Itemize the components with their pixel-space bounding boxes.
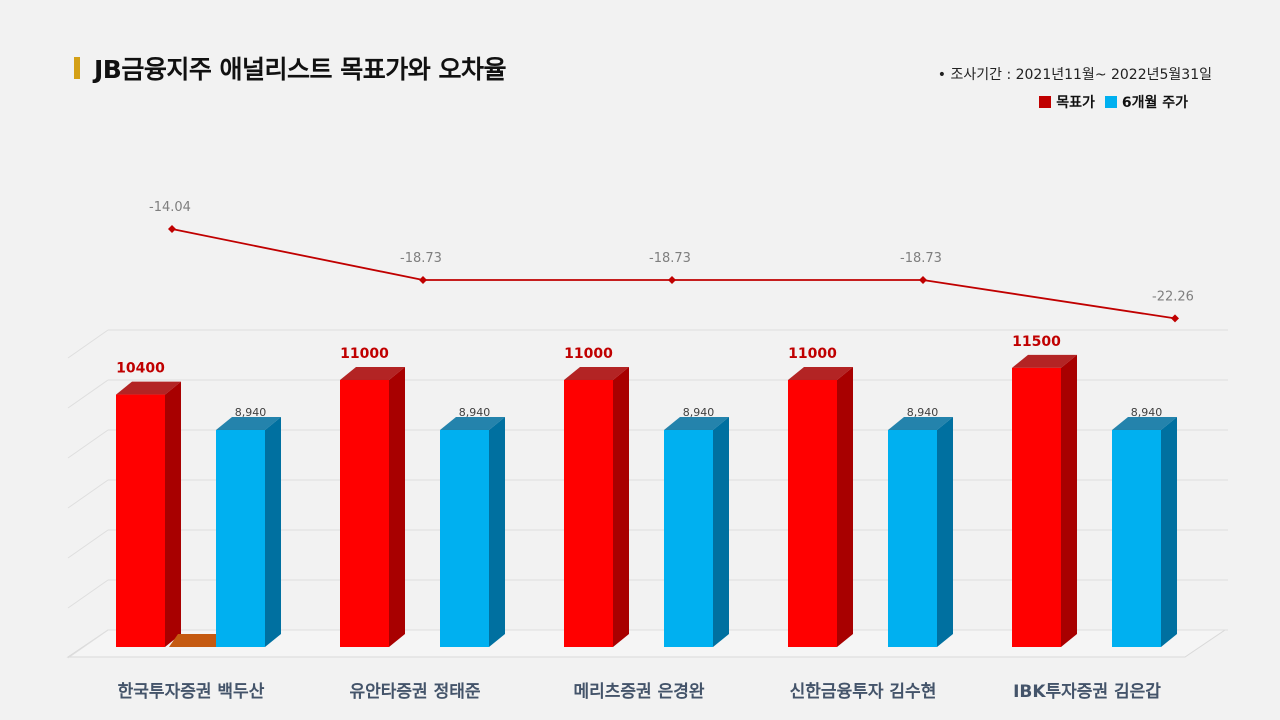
error-rate-marker <box>668 276 676 284</box>
bar-side <box>937 417 953 647</box>
bar-top <box>440 417 505 431</box>
error-rate-label: -22.26 <box>1152 289 1194 304</box>
bar-side <box>713 417 729 647</box>
bar-target <box>564 380 613 647</box>
legend-item-price: 6개월 주가 <box>1104 92 1188 112</box>
bar-top <box>340 367 405 380</box>
gridline-diagonal <box>67 529 109 559</box>
bar-top <box>664 417 729 431</box>
error-rate-label: -18.73 <box>900 251 942 266</box>
chart-title: JB금융지주 애널리스트 목표가와 오차율 <box>94 55 506 84</box>
gridline-diagonal <box>67 379 109 409</box>
bar-price <box>888 430 937 647</box>
gridline-diagonal <box>67 329 109 359</box>
bar-side <box>1161 417 1177 647</box>
bar-price <box>440 430 489 647</box>
bar-side <box>265 417 281 647</box>
bar-target <box>1012 367 1061 647</box>
data-label-price: 8,940 <box>683 406 715 419</box>
bar-side <box>389 367 405 647</box>
category-label: 유안타증권 정태준 <box>349 682 480 702</box>
legend-swatch-price <box>1104 96 1117 108</box>
bar-top <box>116 381 181 395</box>
error-rate-line <box>171 228 1176 320</box>
gridline-diagonal <box>67 579 109 609</box>
data-label-target: 11000 <box>564 346 613 362</box>
error-rate-marker <box>168 225 176 233</box>
legend-swatch-target <box>1039 96 1052 108</box>
gridline-diagonal <box>67 629 109 659</box>
category-label: 신한금융투자 김수현 <box>790 682 937 702</box>
bar-side <box>165 381 181 647</box>
data-label-price: 8,940 <box>235 406 267 419</box>
data-label-price: 8,940 <box>1131 406 1163 419</box>
legend-label-price: 6개월 주가 <box>1121 95 1188 111</box>
bar-target <box>116 394 165 647</box>
legend-label-target: 목표가 <box>1056 95 1095 111</box>
bar-target <box>788 380 837 647</box>
error-rate-label: -18.73 <box>649 251 691 266</box>
bar-top <box>888 417 953 431</box>
category-label: 메리츠증권 은경완 <box>573 682 704 702</box>
error-rate-marker <box>1171 314 1179 323</box>
data-label-target: 11500 <box>1012 334 1061 350</box>
data-label-target: 11000 <box>788 346 837 362</box>
legend-item-target: 목표가 <box>1039 92 1095 112</box>
bar-top <box>1012 354 1077 368</box>
data-label-target: 11000 <box>340 346 389 362</box>
error-rate-label: -18.73 <box>400 251 442 266</box>
title-area: JB금융지주 애널리스트 목표가와 오차율 <box>74 50 506 86</box>
error-rate-marker <box>419 276 427 284</box>
error-rate-label: -14.04 <box>149 200 191 215</box>
floor-accent <box>169 634 216 647</box>
bar-side <box>837 367 853 647</box>
bar-side <box>489 417 505 647</box>
category-label: 한국투자증권 백두산 <box>118 682 265 702</box>
category-label: IBK투자증권 김은갑 <box>1013 682 1161 702</box>
bar-top <box>788 367 853 380</box>
gridline-diagonal <box>67 479 109 509</box>
bar-top <box>1112 417 1177 431</box>
legend: 목표가 6개월 주가 <box>1029 92 1188 112</box>
bar-top <box>564 367 629 380</box>
bar-price <box>664 430 713 647</box>
data-label-price: 8,940 <box>907 406 939 419</box>
title-accent-bar <box>74 57 80 79</box>
bar-top <box>216 417 281 431</box>
survey-period: • 조사기간 : 2021년11월~ 2022년5월31일 <box>937 67 1212 83</box>
bar-target <box>340 380 389 647</box>
data-label-price: 8,940 <box>459 406 491 419</box>
error-rate-marker <box>919 276 927 284</box>
bar-price <box>1112 430 1161 647</box>
gridline-diagonal <box>67 429 109 459</box>
bar-side <box>613 367 629 647</box>
bar-price <box>216 430 265 647</box>
bar-side <box>1061 354 1077 647</box>
data-label-target: 10400 <box>116 361 165 377</box>
